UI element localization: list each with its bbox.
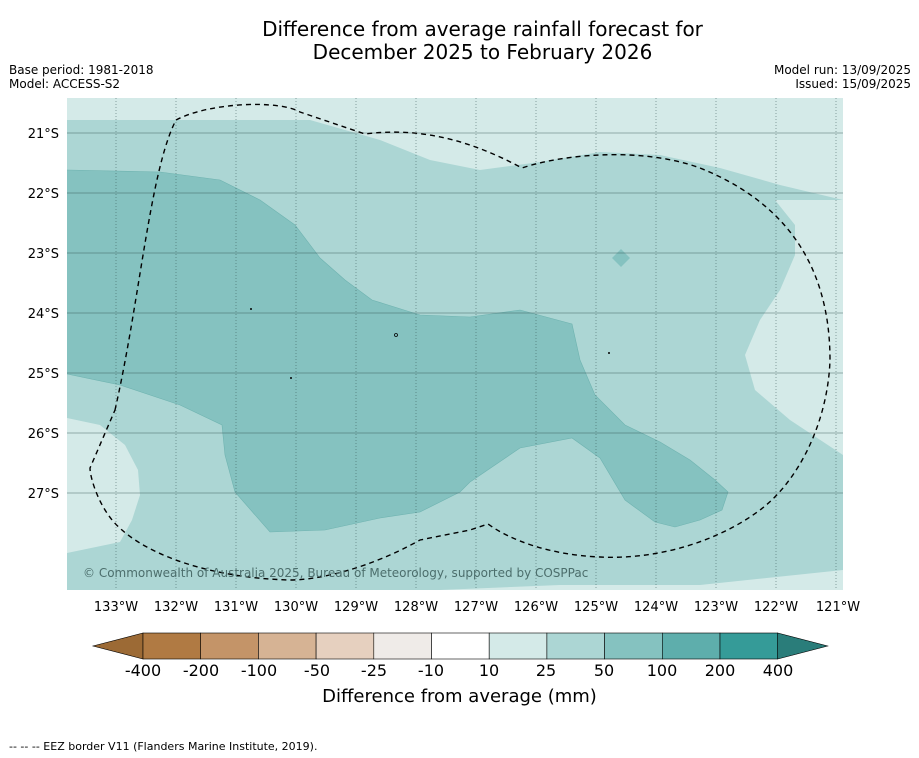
lon-label-123w: 123°W xyxy=(694,600,738,615)
colorbar-tick: 100 xyxy=(646,661,678,680)
lon-label-126w: 126°W xyxy=(514,600,558,615)
colorbar-segment xyxy=(315,632,375,660)
latitude-labels: 21°S 22°S 23°S 24°S 25°S 26°S 27°S xyxy=(28,127,59,502)
island-marker xyxy=(290,377,292,379)
colorbar-tick: 50 xyxy=(593,661,615,680)
island-marker xyxy=(394,333,398,337)
colorbar-segment xyxy=(604,632,663,660)
colorbar-label: Difference from average (mm) xyxy=(322,686,597,707)
lat-label-21s: 21°S xyxy=(28,127,59,142)
copyright-text: © Commonwealth of Australia 2025, Bureau… xyxy=(83,566,588,580)
colorbar-extension-high xyxy=(777,632,829,660)
colorbar-segment xyxy=(546,632,605,660)
colorbar-tick: 25 xyxy=(535,661,557,680)
colorbar-extension-low xyxy=(91,632,144,660)
anomaly-band-50-100 xyxy=(67,170,728,532)
map-title: Difference from average rainfall forecas… xyxy=(0,18,919,64)
colorbar-tick: 10 xyxy=(478,661,500,680)
lon-label-121w: 121°W xyxy=(816,600,860,615)
right-metadata: Model run: 13/09/2025 Issued: 15/09/2025 xyxy=(774,63,911,91)
eez-legend-note: -- -- -- EEZ border V11 (Flanders Marine… xyxy=(9,740,318,753)
anomaly-band-10-25-top xyxy=(67,98,843,155)
lon-label-129w: 129°W xyxy=(334,600,378,615)
eez-border xyxy=(89,103,831,581)
meridians xyxy=(115,98,837,590)
colorbar-tick: 400 xyxy=(762,661,794,680)
graticule xyxy=(67,132,843,494)
colorbar xyxy=(91,632,829,660)
lat-label-23s: 23°S xyxy=(28,247,59,262)
colorbar-tick: -400 xyxy=(124,661,162,680)
colorbar-tick: -100 xyxy=(240,661,278,680)
colorbar-tick: 200 xyxy=(704,661,736,680)
lon-label-127w: 127°W xyxy=(454,600,498,615)
colorbar-tick: -25 xyxy=(360,661,388,680)
colorbar-segment xyxy=(373,632,432,660)
issued-date: Issued: 15/09/2025 xyxy=(795,77,911,91)
colorbar-tick: -10 xyxy=(417,661,445,680)
colorbar-segment xyxy=(200,632,259,660)
lon-label-124w: 124°W xyxy=(634,600,678,615)
lon-label-122w: 122°W xyxy=(754,600,798,615)
lat-label-22s: 22°S xyxy=(28,187,59,202)
lat-label-24s: 24°S xyxy=(28,307,59,322)
colorbar-segment xyxy=(719,632,779,660)
lon-label-131w: 131°W xyxy=(214,600,258,615)
lon-label-132w: 132°W xyxy=(154,600,198,615)
contour-line-50 xyxy=(67,169,729,533)
island-marker xyxy=(608,352,610,354)
lat-label-27s: 27°S xyxy=(28,487,59,502)
colorbar-tick: -50 xyxy=(303,661,331,680)
lon-label-125w: 125°W xyxy=(574,600,618,615)
colorbar-segment xyxy=(431,632,490,660)
model-run: Model run: 13/09/2025 xyxy=(773,63,911,77)
lat-label-26s: 26°S xyxy=(28,427,59,442)
anomaly-band-50-100-spot xyxy=(612,249,630,267)
anomaly-band-10-25-south xyxy=(440,570,843,590)
colorbar-tick: -200 xyxy=(182,661,220,680)
lon-label-133w: 133°W xyxy=(94,600,138,615)
lon-label-130w: 130°W xyxy=(274,600,318,615)
anomaly-band-10-25-east xyxy=(745,200,843,455)
anomaly-band-10-25-southwest xyxy=(67,418,140,553)
title-line-2: December 2025 to February 2026 xyxy=(312,40,653,64)
lon-label-128w: 128°W xyxy=(394,600,438,615)
colorbar-segment xyxy=(488,632,548,660)
colorbar-segment xyxy=(258,632,317,660)
colorbar-segment xyxy=(142,632,202,660)
left-metadata: Base period: 1981-2018 Model: ACCESS-S2 xyxy=(9,63,154,91)
island-marker xyxy=(250,308,252,310)
anomaly-band-10-25-north xyxy=(67,98,843,200)
model-name: Model: ACCESS-S2 xyxy=(9,77,121,91)
longitude-labels: 133°W 132°W 131°W 130°W 129°W 128°W 127°… xyxy=(94,600,860,615)
lat-label-25s: 25°S xyxy=(28,367,59,382)
colorbar-segment xyxy=(661,632,721,660)
title-line-1: Difference from average rainfall forecas… xyxy=(262,17,703,41)
base-period: Base period: 1981-2018 xyxy=(9,63,154,77)
rainfall-anomaly-fill xyxy=(67,98,843,590)
